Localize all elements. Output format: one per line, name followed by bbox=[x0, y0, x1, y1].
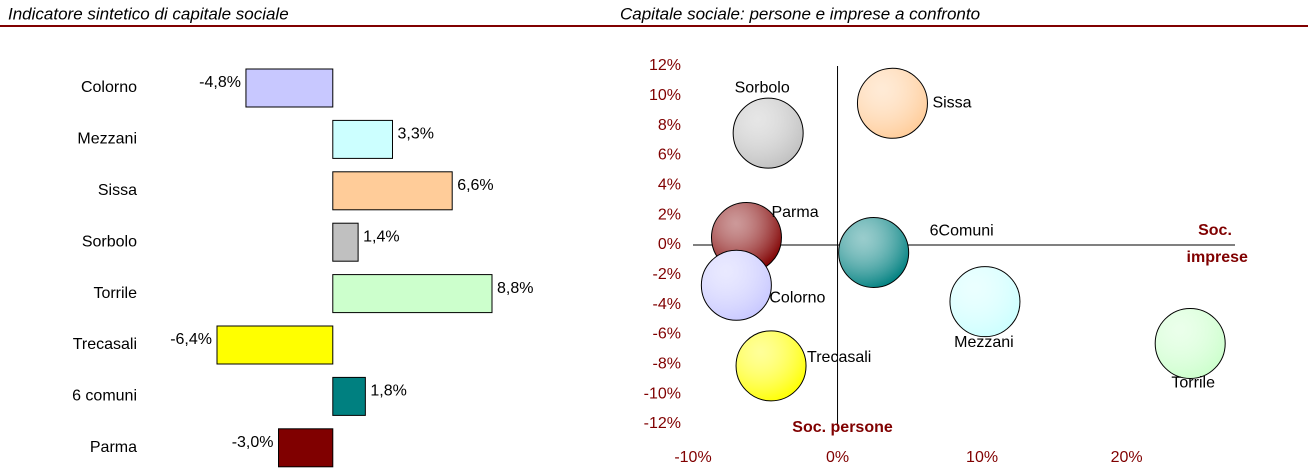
bubble-label: 6Comuni bbox=[930, 223, 994, 240]
x-tick-label: 10% bbox=[966, 449, 998, 466]
y-tick-label: -10% bbox=[644, 385, 681, 402]
y-axis-title: Soc. imprese bbox=[1182, 222, 1248, 266]
bubble bbox=[838, 216, 910, 288]
y-tick-label: -8% bbox=[653, 356, 681, 373]
y-tick-label: 12% bbox=[649, 57, 681, 74]
category-label: Trecasali bbox=[73, 336, 137, 353]
y-tick-label: -4% bbox=[653, 296, 681, 313]
value-label: 3,3% bbox=[397, 126, 433, 143]
value-label: 1,4% bbox=[363, 228, 399, 245]
value-label: 8,8% bbox=[497, 280, 533, 297]
y-tick-label: 2% bbox=[658, 206, 681, 223]
category-label: Colorno bbox=[81, 79, 137, 96]
bubble bbox=[949, 266, 1021, 338]
bubble bbox=[856, 67, 928, 139]
value-label: -4,8% bbox=[199, 74, 241, 91]
x-tick-label: -10% bbox=[674, 449, 711, 466]
bubble bbox=[700, 249, 772, 321]
category-label: Torrile bbox=[93, 285, 137, 302]
value-label: 6,6% bbox=[457, 177, 493, 194]
category-label: Mezzani bbox=[77, 131, 137, 148]
chart-title: Indicatore sintetico di capitale sociale bbox=[8, 4, 289, 23]
x-axis-title: Soc. persone bbox=[792, 419, 893, 436]
category-label: Sissa bbox=[98, 182, 137, 199]
category-label: 6 comuni bbox=[72, 388, 137, 405]
bar bbox=[332, 376, 366, 416]
y-axis-title-line: imprese bbox=[1182, 249, 1248, 266]
bubble bbox=[732, 97, 804, 169]
bar bbox=[332, 119, 393, 159]
bar bbox=[216, 325, 334, 365]
bar bbox=[332, 222, 359, 262]
y-tick-label: 8% bbox=[658, 117, 681, 134]
chart-title: Capitale sociale: persone e imprese a co… bbox=[620, 4, 980, 23]
bubble-label: Mezzani bbox=[954, 334, 1014, 351]
bubble bbox=[1154, 307, 1226, 379]
category-label: Sorbolo bbox=[82, 233, 137, 250]
y-tick-label: 4% bbox=[658, 177, 681, 194]
x-tick-label: 20% bbox=[1111, 449, 1143, 466]
y-axis-title-line: Soc. bbox=[1198, 222, 1232, 239]
bubble-label: Trecasali bbox=[807, 349, 871, 366]
y-tick-label: -2% bbox=[653, 266, 681, 283]
bar bbox=[332, 171, 453, 211]
bar bbox=[332, 274, 493, 314]
bar bbox=[278, 428, 334, 468]
bubble-label: Sissa bbox=[932, 95, 971, 112]
x-tick-label: 0% bbox=[826, 449, 849, 466]
category-label: Parma bbox=[90, 439, 137, 456]
y-tick-label: -12% bbox=[644, 415, 681, 432]
value-label: -3,0% bbox=[232, 434, 274, 451]
value-label: 1,8% bbox=[370, 383, 406, 400]
bubble-label: Parma bbox=[771, 204, 818, 221]
y-tick-label: 0% bbox=[658, 236, 681, 253]
bubble-label: Torrile bbox=[1171, 375, 1215, 392]
y-tick-label: 10% bbox=[649, 87, 681, 104]
bubble-label: Colorno bbox=[769, 289, 825, 306]
value-label: -6,4% bbox=[170, 331, 212, 348]
bubble bbox=[735, 330, 807, 402]
y-tick-label: 6% bbox=[658, 147, 681, 164]
bubble-label: Sorbolo bbox=[735, 79, 790, 96]
y-tick-label: -6% bbox=[653, 326, 681, 343]
bar bbox=[245, 68, 334, 108]
